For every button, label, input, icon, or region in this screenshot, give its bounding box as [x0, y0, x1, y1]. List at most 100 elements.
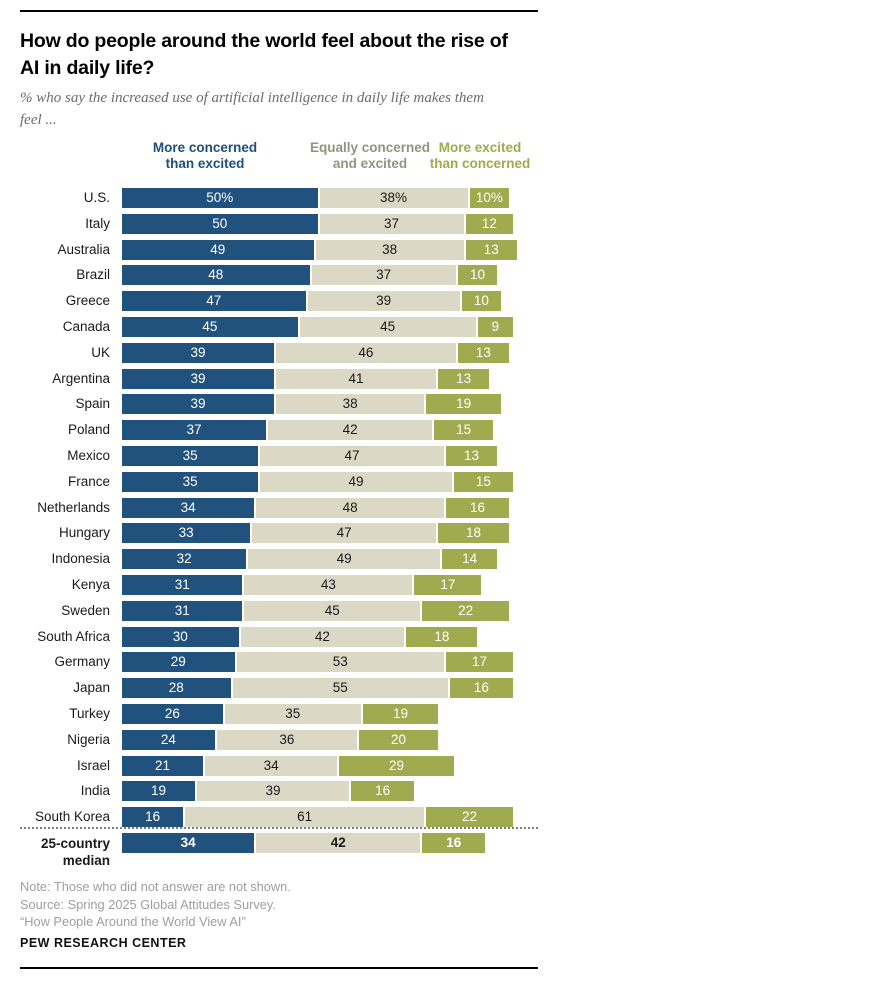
- segment-more-excited: 18: [406, 626, 478, 647]
- chart-row: Australia 49 38 13: [20, 239, 517, 260]
- median-row-container: 25-country median 34 42 16: [20, 833, 486, 868]
- stacked-bar: 31 43 17: [122, 574, 482, 595]
- segment-equally-concerned: 46: [276, 342, 458, 363]
- segment-more-concerned: 45: [122, 316, 300, 337]
- chart-row: France 35 49 15: [20, 471, 517, 492]
- segment-more-concerned: 50: [122, 213, 320, 234]
- stacked-bar: 29 53 17: [122, 652, 514, 673]
- segment-equally-concerned: 34: [204, 755, 340, 776]
- segment-more-concerned: 39: [122, 368, 277, 389]
- chart-row: Argentina 39 41 13: [20, 368, 517, 389]
- segment-equally-concerned: 47: [260, 445, 446, 466]
- country-label: Poland: [67, 422, 110, 438]
- segment-more-excited: 16: [422, 833, 486, 853]
- segment-equally-concerned: 39: [197, 781, 352, 802]
- country-label: Mexico: [67, 447, 110, 463]
- stacked-bar: 34 42 16: [122, 833, 486, 853]
- segment-equally-concerned: 49: [260, 471, 454, 492]
- chart-row: UK 39 46 13: [20, 342, 517, 363]
- chart-row: Mexico 35 47 13: [20, 445, 517, 466]
- chart-row: India 19 39 16: [20, 781, 517, 802]
- segment-more-excited: 17: [445, 652, 514, 673]
- segment-more-concerned: 50%: [122, 188, 320, 208]
- segment-equally-concerned: 55: [232, 678, 450, 699]
- chart-row: Spain 39 38 19: [20, 394, 517, 415]
- stacked-bar: 39 41 13: [122, 368, 490, 389]
- segment-more-excited: 22: [426, 807, 514, 828]
- segment-equally-concerned: 48: [256, 497, 446, 518]
- country-label: Spain: [75, 396, 110, 412]
- country-label: Japan: [73, 680, 110, 696]
- segment-more-concerned: 34: [122, 497, 257, 518]
- segment-more-excited: 16: [351, 781, 415, 802]
- stacked-bar: 30 42 18: [122, 626, 478, 647]
- chart-row: Brazil 48 37 10: [20, 265, 517, 286]
- median-divider-dotted: [20, 827, 538, 829]
- segment-more-concerned: 34: [122, 833, 257, 853]
- country-label: France: [67, 473, 110, 489]
- segment-equally-concerned: 37: [311, 265, 458, 286]
- country-label: Nigeria: [67, 731, 110, 747]
- stacked-bar: 19 39 16: [122, 781, 415, 802]
- segment-equally-concerned: 47: [252, 523, 438, 544]
- chart-row: Canada 45 45 9: [20, 316, 517, 337]
- segment-equally-concerned: 61: [185, 807, 427, 828]
- segment-more-concerned: 33: [122, 523, 253, 544]
- chart-subtitle: % who say the increased use of artificia…: [20, 90, 484, 128]
- chart-row: Poland 37 42 15: [20, 420, 517, 441]
- segment-more-concerned: 31: [122, 600, 245, 621]
- chart-row: Japan 28 55 16: [20, 678, 517, 699]
- stacked-bar: 33 47 18: [122, 523, 510, 544]
- segment-more-excited: 17: [414, 574, 482, 595]
- segment-more-excited: 20: [358, 729, 438, 750]
- country-label: UK: [91, 344, 110, 360]
- segment-equally-concerned: 45: [299, 316, 478, 337]
- chart-row: Indonesia 32 49 14: [20, 549, 517, 570]
- segment-more-excited: 16: [445, 497, 510, 518]
- segment-more-concerned: 35: [122, 471, 261, 492]
- segment-more-excited: 19: [426, 394, 502, 415]
- chart-rows: U.S. 50% 38% 10% Italy 50 37 12 Australia 49 38 13 B…: [20, 188, 517, 828]
- country-label: Sweden: [61, 602, 110, 618]
- stacked-bar: 47 39 10: [122, 291, 502, 312]
- country-label: Hungary: [58, 525, 110, 541]
- stacked-bar: 26 35 19: [122, 703, 438, 724]
- segment-more-excited: 29: [339, 755, 454, 776]
- segment-more-concerned: 47: [122, 291, 308, 312]
- stacked-bar: 35 49 15: [122, 471, 514, 492]
- segment-more-concerned: 32: [122, 549, 249, 570]
- segment-more-concerned: 29: [122, 652, 237, 673]
- stacked-bar: 16 61 22: [122, 807, 514, 828]
- country-label: 25-country median: [40, 836, 110, 868]
- segment-more-concerned: 39: [122, 342, 277, 363]
- legend-more-concerned: More concerned than excited: [152, 140, 258, 171]
- country-label: Australia: [57, 241, 110, 257]
- chart-title: How do people around the world feel abou…: [20, 30, 508, 79]
- segment-more-excited: 9: [477, 316, 514, 337]
- segment-more-concerned: 26: [122, 703, 225, 724]
- segment-more-excited: 13: [445, 445, 498, 466]
- segment-equally-concerned: 41: [276, 368, 438, 389]
- segment-more-concerned: 39: [122, 394, 277, 415]
- segment-more-concerned: 49: [122, 239, 316, 260]
- segment-more-excited: 10%: [469, 188, 510, 208]
- segment-more-excited: 13: [465, 239, 517, 260]
- stacked-bar: 48 37 10: [122, 265, 498, 286]
- segment-more-excited: 10: [457, 265, 498, 286]
- chart-row: Turkey 26 35 19: [20, 703, 517, 724]
- segment-more-excited: 10: [461, 291, 502, 312]
- segment-more-excited: 15: [453, 471, 514, 492]
- segment-more-excited: 18: [437, 523, 510, 544]
- segment-equally-concerned: 42: [240, 626, 407, 647]
- segment-more-concerned: 19: [122, 781, 198, 802]
- country-label: Brazil: [76, 267, 110, 283]
- segment-more-concerned: 30: [122, 626, 241, 647]
- chart-row: South Africa 30 42 18: [20, 626, 517, 647]
- chart-row: South Korea 16 61 22: [20, 807, 517, 828]
- stacked-bar: 21 34 29: [122, 755, 454, 776]
- stacked-bar: 39 46 13: [122, 342, 510, 363]
- report-title-text: “How People Around the World View AI”: [20, 914, 246, 929]
- segment-more-concerned: 48: [122, 265, 312, 286]
- segment-more-concerned: 24: [122, 729, 217, 750]
